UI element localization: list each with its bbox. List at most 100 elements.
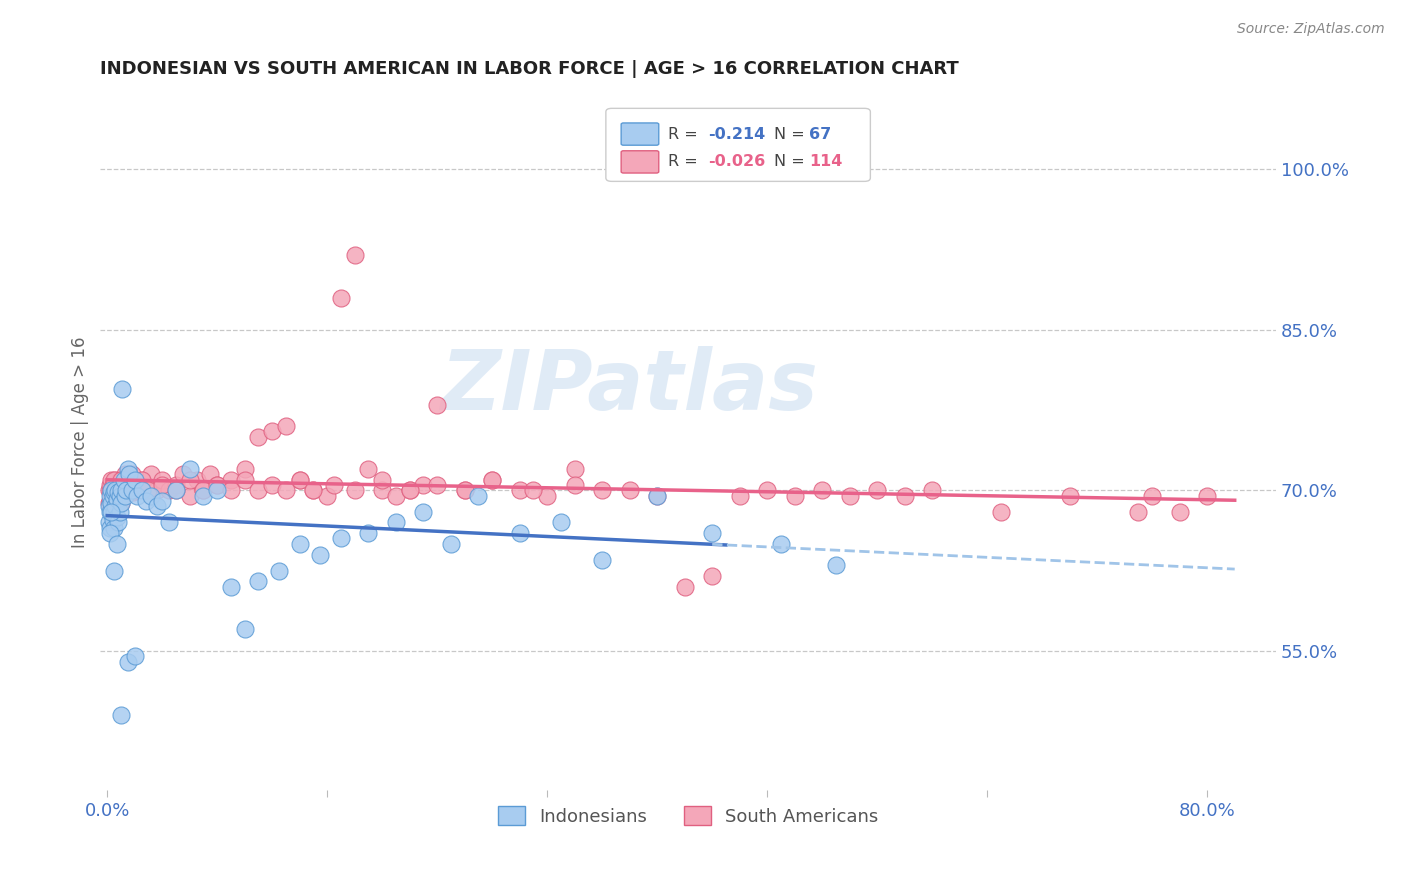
Point — [127, 483, 149, 498]
Point — [107, 516, 129, 530]
Text: INDONESIAN VS SOUTH AMERICAN IN LABOR FORCE | AGE > 16 CORRELATION CHART: INDONESIAN VS SOUTH AMERICAN IN LABOR FO… — [100, 60, 959, 78]
Point — [114, 483, 136, 498]
Point — [269, 564, 291, 578]
Point — [179, 462, 201, 476]
Point — [141, 467, 163, 482]
Point — [107, 496, 129, 510]
Point — [179, 473, 201, 487]
Point — [550, 516, 572, 530]
Point — [112, 483, 135, 498]
Point — [193, 489, 215, 503]
Point — [145, 500, 167, 514]
Point — [118, 478, 141, 492]
Point — [110, 708, 132, 723]
Point — [219, 473, 242, 487]
Point — [509, 526, 531, 541]
Point — [398, 483, 420, 498]
Point — [131, 473, 153, 487]
Point — [135, 483, 157, 498]
Point — [522, 483, 544, 498]
Point — [990, 505, 1012, 519]
FancyBboxPatch shape — [621, 151, 659, 173]
Point — [157, 516, 180, 530]
Point — [115, 485, 138, 500]
Point — [247, 430, 270, 444]
Text: R =: R = — [668, 154, 703, 169]
Point — [100, 483, 122, 498]
Point — [101, 478, 124, 492]
Point — [357, 526, 380, 541]
Point — [103, 473, 125, 487]
Text: N =: N = — [773, 154, 810, 169]
Point — [100, 485, 122, 500]
Point — [117, 655, 139, 669]
Point — [619, 483, 641, 498]
Point — [205, 483, 228, 498]
Point — [1168, 505, 1191, 519]
Point — [412, 505, 434, 519]
Point — [108, 489, 131, 503]
Point — [564, 478, 586, 492]
Point — [117, 478, 139, 492]
Point — [103, 505, 125, 519]
Point — [105, 485, 128, 500]
Text: R =: R = — [668, 127, 703, 142]
Point — [481, 473, 503, 487]
FancyBboxPatch shape — [606, 108, 870, 181]
Point — [111, 382, 134, 396]
Point — [124, 483, 146, 498]
Point — [141, 489, 163, 503]
Point — [323, 478, 346, 492]
Point — [330, 291, 353, 305]
Point — [371, 483, 394, 498]
Point — [343, 248, 366, 262]
Text: N =: N = — [773, 127, 810, 142]
Point — [811, 483, 834, 498]
Point — [165, 478, 187, 492]
Text: 67: 67 — [810, 127, 831, 142]
Point — [97, 496, 120, 510]
Point — [100, 505, 122, 519]
Point — [288, 473, 311, 487]
Point — [233, 623, 256, 637]
Point — [150, 494, 173, 508]
Point — [108, 505, 131, 519]
Point — [110, 473, 132, 487]
Point — [1128, 505, 1150, 519]
Point — [783, 489, 806, 503]
Point — [385, 516, 408, 530]
Point — [645, 489, 668, 503]
Point — [110, 496, 132, 510]
Point — [179, 489, 201, 503]
Point — [105, 510, 128, 524]
Point — [172, 467, 194, 482]
Point — [426, 398, 449, 412]
Point — [114, 467, 136, 482]
Point — [131, 483, 153, 498]
Point — [103, 564, 125, 578]
Point — [412, 478, 434, 492]
Point — [509, 483, 531, 498]
Point — [150, 478, 173, 492]
Point — [1197, 489, 1219, 503]
Point — [107, 483, 129, 498]
Y-axis label: In Labor Force | Age > 16: In Labor Force | Age > 16 — [72, 336, 89, 548]
Point — [104, 473, 127, 487]
Point — [124, 478, 146, 492]
Point — [866, 483, 889, 498]
Point — [115, 483, 138, 498]
Point — [702, 569, 724, 583]
Point — [467, 489, 489, 503]
Point — [454, 483, 477, 498]
Text: Source: ZipAtlas.com: Source: ZipAtlas.com — [1237, 22, 1385, 37]
Text: 114: 114 — [810, 154, 842, 169]
Point — [481, 473, 503, 487]
Point — [108, 489, 131, 503]
Point — [591, 483, 613, 498]
Point — [1059, 489, 1081, 503]
Point — [165, 483, 187, 498]
Point — [398, 483, 420, 498]
Point — [108, 473, 131, 487]
Point — [193, 483, 215, 498]
Point — [921, 483, 943, 498]
